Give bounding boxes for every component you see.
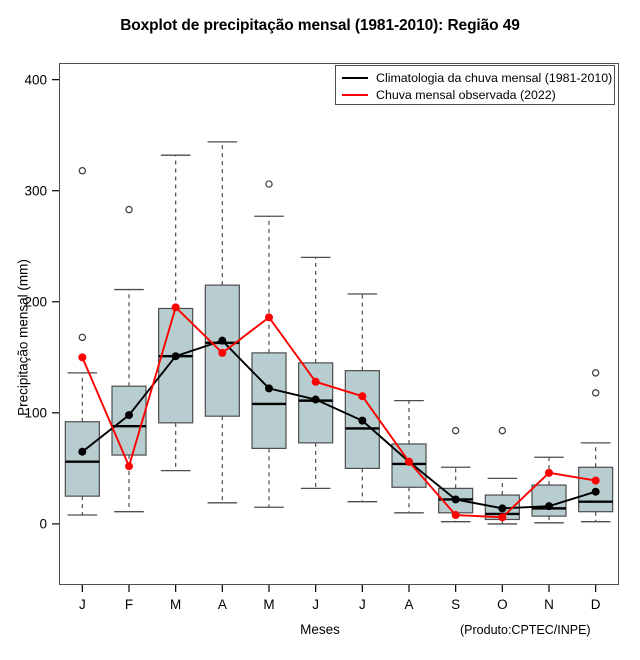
chart-title: Boxplot de precipitação mensal (1981-201… bbox=[120, 17, 520, 34]
series-line-observada bbox=[81, 305, 596, 519]
x-tick-label-7: A bbox=[404, 597, 414, 612]
x-tick-label-6: J bbox=[358, 597, 366, 612]
outlier-point bbox=[498, 426, 507, 435]
x-tick-label-3: A bbox=[217, 597, 227, 612]
series-point-climatologia bbox=[451, 495, 460, 504]
legend-label-climatologia: Climatologia da chuva mensal (1981-2010) bbox=[376, 71, 613, 85]
series-point-observada bbox=[78, 353, 87, 362]
box-n-10 bbox=[531, 484, 567, 517]
series-point-observada bbox=[125, 462, 133, 471]
y-axis-label: Precipitação mensal (mm) bbox=[15, 259, 31, 416]
series-point-observada bbox=[591, 476, 600, 485]
series-point-climatologia bbox=[125, 411, 133, 420]
y-tick-label-100: 100 bbox=[24, 405, 47, 421]
series-point-observada bbox=[405, 457, 413, 466]
series-line-climatologia bbox=[81, 339, 596, 510]
x-tick-label-4: M bbox=[263, 597, 275, 612]
series-point-climatologia bbox=[498, 504, 507, 513]
legend-entry-observada: Chuva mensal observada (2022) bbox=[342, 87, 556, 103]
legend-swatch-observada bbox=[342, 94, 368, 96]
legend-label-observada: Chuva mensal observada (2022) bbox=[376, 88, 556, 102]
x-tick-label-0: J bbox=[78, 597, 86, 612]
y-tick-label-400: 400 bbox=[24, 72, 47, 88]
legend-swatch-climatologia bbox=[342, 77, 368, 79]
outlier-point bbox=[78, 333, 87, 342]
box-f-1 bbox=[111, 385, 147, 456]
y-tick-label-300: 300 bbox=[24, 183, 47, 199]
series-point-observada bbox=[451, 511, 460, 520]
series-point-observada bbox=[358, 392, 367, 401]
series-point-climatologia bbox=[265, 384, 273, 393]
box-m-2 bbox=[158, 307, 194, 424]
box-j-0 bbox=[64, 421, 100, 497]
series-point-observada bbox=[171, 303, 180, 312]
x-tick-label-10: N bbox=[544, 597, 554, 612]
x-tick-label-2: M bbox=[170, 597, 182, 612]
outlier-point bbox=[591, 389, 600, 397]
x-tick-label-1: F bbox=[124, 597, 134, 612]
producer-credit: (Produto:CPTEC/INPE) bbox=[460, 623, 591, 637]
x-tick-label-9: O bbox=[497, 597, 508, 612]
y-tick-label-0: 0 bbox=[39, 516, 47, 532]
outlier-point bbox=[591, 369, 600, 377]
outlier-point bbox=[451, 426, 460, 435]
series-point-observada bbox=[265, 313, 273, 322]
series-point-observada bbox=[218, 348, 227, 357]
series-point-climatologia bbox=[358, 416, 367, 425]
outlier-point bbox=[78, 167, 87, 175]
outlier-point bbox=[265, 180, 273, 188]
y-tick-label-200: 200 bbox=[24, 294, 47, 310]
legend: Climatologia da chuva mensal (1981-2010)… bbox=[335, 65, 615, 105]
x-tick-label-11: D bbox=[590, 597, 601, 612]
plot-area bbox=[59, 63, 619, 585]
x-tick-label-5: J bbox=[312, 597, 320, 612]
series-point-observada bbox=[498, 513, 507, 522]
series-point-climatologia bbox=[591, 487, 600, 496]
series-point-climatologia bbox=[218, 336, 227, 345]
x-axis-label: Meses bbox=[300, 622, 340, 637]
series-point-climatologia bbox=[171, 352, 180, 361]
series-point-observada bbox=[311, 377, 320, 386]
series-point-climatologia bbox=[78, 447, 87, 456]
series-point-climatologia bbox=[545, 502, 553, 511]
series-point-observada bbox=[545, 468, 553, 477]
box-m-4 bbox=[251, 352, 287, 449]
legend-entry-climatologia: Climatologia da chuva mensal (1981-2010) bbox=[342, 70, 612, 86]
outlier-point bbox=[125, 205, 133, 214]
series-point-climatologia bbox=[311, 395, 320, 404]
x-tick-label-8: S bbox=[451, 597, 461, 612]
